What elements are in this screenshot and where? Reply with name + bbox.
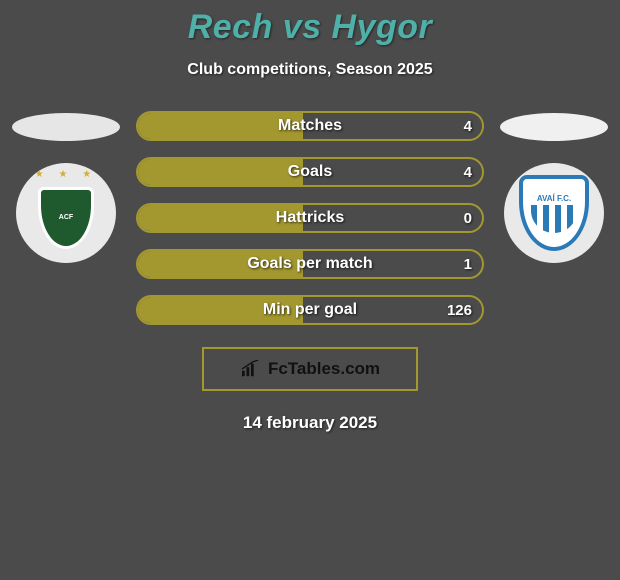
stat-value-right: 126 [447, 302, 472, 319]
stat-value-right: 4 [464, 118, 472, 135]
main-row: ★ ★ ★ ACF Matches 4 Goals 4 Hattricks 0 Goals … [0, 111, 620, 341]
stats-column: Matches 4 Goals 4 Hattricks 0 Goals per match 1… [126, 111, 494, 341]
page-title: Rech vs Hygor [0, 8, 620, 47]
player-placeholder-left [12, 113, 120, 141]
right-player-col: AVAÍ F.C. [494, 111, 614, 263]
subtitle: Club competitions, Season 2025 [0, 61, 620, 79]
player-placeholder-right [500, 113, 608, 141]
shield-right-text: AVAÍ F.C. [537, 194, 571, 203]
left-player-col: ★ ★ ★ ACF [6, 111, 126, 263]
club-badge-right: AVAÍ F.C. [504, 163, 604, 263]
brand-label: FcTables.com [268, 359, 380, 379]
stat-fill-left [138, 159, 303, 185]
stat-value-right: 0 [464, 210, 472, 227]
stars-icon: ★ ★ ★ [35, 169, 97, 180]
stat-bar: Matches 4 [136, 111, 484, 141]
stat-label: Goals per match [247, 255, 372, 273]
stat-label: Matches [278, 117, 342, 135]
stat-label: Hattricks [276, 209, 344, 227]
brand-box: FcTables.com [202, 347, 418, 391]
stat-bar: Goals 4 [136, 157, 484, 187]
stat-bar: Goals per match 1 [136, 249, 484, 279]
comparison-infographic: Rech vs Hygor Club competitions, Season … [0, 0, 620, 433]
shield-left-icon: ACF [38, 187, 94, 249]
stat-value-right: 4 [464, 164, 472, 181]
shield-stripes-icon [531, 205, 577, 233]
shield-right-icon: AVAÍ F.C. [519, 175, 589, 251]
stat-label: Min per goal [263, 301, 357, 319]
date-label: 14 february 2025 [0, 413, 620, 433]
stat-bar: Hattricks 0 [136, 203, 484, 233]
stat-value-right: 1 [464, 256, 472, 273]
stat-label: Goals [288, 163, 332, 181]
shield-left-text: ACF [59, 214, 73, 222]
stat-bar: Min per goal 126 [136, 295, 484, 325]
chart-icon [240, 360, 262, 378]
club-badge-left: ★ ★ ★ ACF [16, 163, 116, 263]
